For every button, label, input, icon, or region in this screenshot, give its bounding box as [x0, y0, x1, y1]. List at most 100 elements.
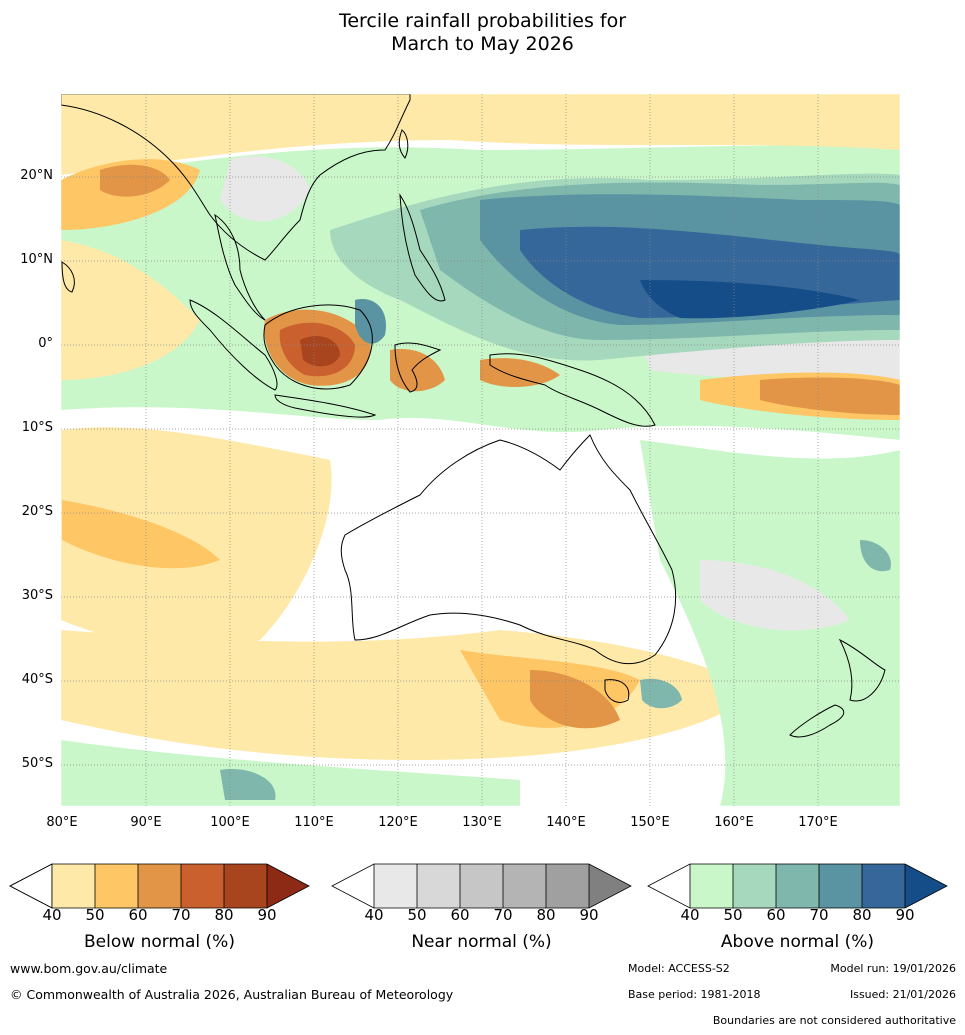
australia-coast: [340, 434, 677, 665]
above-swatch-4: [819, 864, 862, 908]
lon-label: 140°E: [546, 815, 586, 830]
above-borneo-strait: [355, 299, 386, 344]
below-normal-title: Below normal (%): [84, 932, 235, 952]
below-swatch-1: [52, 864, 95, 908]
above-tick: 60: [766, 906, 786, 924]
borneo-coast: [263, 304, 373, 390]
below-tick: 70: [171, 906, 191, 924]
near-tick: 80: [536, 906, 556, 924]
near-tick: 90: [579, 906, 599, 924]
near-normal-title: Near normal (%): [411, 932, 552, 952]
near-swatch-4: [503, 864, 546, 908]
above-swatch-2: [733, 864, 776, 908]
below-upper-arrow: [267, 864, 309, 908]
graticule: [61, 94, 900, 806]
java-coast: [274, 394, 377, 418]
tasmania-coast: [604, 679, 630, 703]
near-40-patches: [220, 156, 900, 631]
new-zealand-north: [838, 638, 886, 702]
above-tick: 40: [680, 906, 700, 924]
near-swatch-5: [546, 864, 589, 908]
map-frame: [60, 93, 901, 807]
near-tick: 70: [493, 906, 513, 924]
lon-label: 90°E: [130, 815, 162, 830]
below-50-areas: [61, 159, 900, 728]
below-tick: 50: [85, 906, 105, 924]
below-swatch-4: [181, 864, 224, 908]
below-tick: 40: [42, 906, 62, 924]
near-swatch-2: [417, 864, 460, 908]
lon-label: 130°E: [462, 815, 502, 830]
philippines-coast: [399, 193, 446, 302]
lon-label: 80°E: [46, 815, 78, 830]
lon-label: 110°E: [294, 815, 334, 830]
colorbar-below: [9, 863, 310, 909]
new-guinea-coast: [489, 353, 656, 427]
above-40-south: [61, 740, 520, 806]
above-swatch-1: [690, 864, 733, 908]
sri-lanka-coast: [61, 261, 75, 293]
asia-mainland-coast: [61, 94, 411, 261]
indochina-coast: [214, 213, 266, 321]
above-tick: 70: [809, 906, 829, 924]
model-name: Model: ACCESS-S2: [628, 962, 730, 975]
below-lower-arrow: [9, 863, 53, 909]
colorbar-above: [647, 863, 948, 909]
lat-label: 10°S: [21, 420, 53, 435]
chart-title: Tercile rainfall probabilities for March…: [0, 10, 965, 56]
sulawesi-coast: [394, 342, 442, 393]
above-swatch-3: [776, 864, 819, 908]
lon-label: 170°E: [798, 815, 838, 830]
boundaries-disclaimer: Boundaries are not considered authoritat…: [712, 1014, 956, 1027]
below-celebes: [390, 349, 560, 392]
taiwan-coast: [398, 129, 409, 159]
lat-label: 40°S: [21, 672, 53, 687]
near-upper-arrow: [589, 864, 631, 908]
website-link[interactable]: www.bom.gov.au/climate: [10, 961, 168, 976]
sumatra-coast: [189, 299, 278, 391]
title-line-2: March to May 2026: [391, 33, 574, 55]
below-swatch-2: [95, 864, 138, 908]
above-90-pacific: [640, 280, 860, 319]
below-swatch-3: [138, 864, 181, 908]
above-tick: 80: [852, 906, 872, 924]
new-zealand-south: [789, 704, 845, 738]
above-swatch-5: [862, 864, 905, 908]
above-upper-arrow: [905, 864, 947, 908]
model-run-date: Model run: 19/01/2026: [830, 962, 956, 975]
title-line-1: Tercile rainfall probabilities for: [338, 10, 627, 32]
near-tick: 50: [407, 906, 427, 924]
near-lower-arrow: [332, 864, 374, 908]
lon-label: 100°E: [210, 815, 250, 830]
lat-label: 10°N: [20, 252, 53, 267]
lat-label: 20°S: [21, 504, 53, 519]
below-40-indian: [61, 427, 332, 649]
below-swatch-5: [224, 864, 267, 908]
colorbar-near: [331, 863, 632, 909]
lat-label: 30°S: [21, 588, 53, 603]
lat-label: 50°S: [21, 756, 53, 771]
lat-label: 20°N: [20, 168, 53, 183]
above-normal-title: Above normal (%): [720, 932, 875, 952]
lon-label: 160°E: [714, 815, 754, 830]
near-tick: 40: [364, 906, 384, 924]
above-lower-arrow: [648, 864, 690, 908]
lon-label: 150°E: [630, 815, 670, 830]
coastlines: [61, 94, 886, 738]
below-40-west: [61, 240, 200, 380]
near-swatch-1: [374, 864, 417, 908]
below-40-north: [61, 94, 900, 175]
below-tick: 90: [257, 906, 277, 924]
below-tick: 60: [128, 906, 148, 924]
near-swatch-3: [460, 864, 503, 908]
near-tick: 60: [450, 906, 470, 924]
below-90-borneo: [300, 335, 340, 367]
below-tick: 80: [214, 906, 234, 924]
lon-label: 120°E: [378, 815, 418, 830]
above-tick: 50: [723, 906, 743, 924]
issued-date: Issued: 21/01/2026: [849, 988, 956, 1001]
lat-label: 0°: [38, 336, 53, 351]
base-period: Base period: 1981-2018: [628, 988, 761, 1001]
above-tick: 90: [895, 906, 915, 924]
